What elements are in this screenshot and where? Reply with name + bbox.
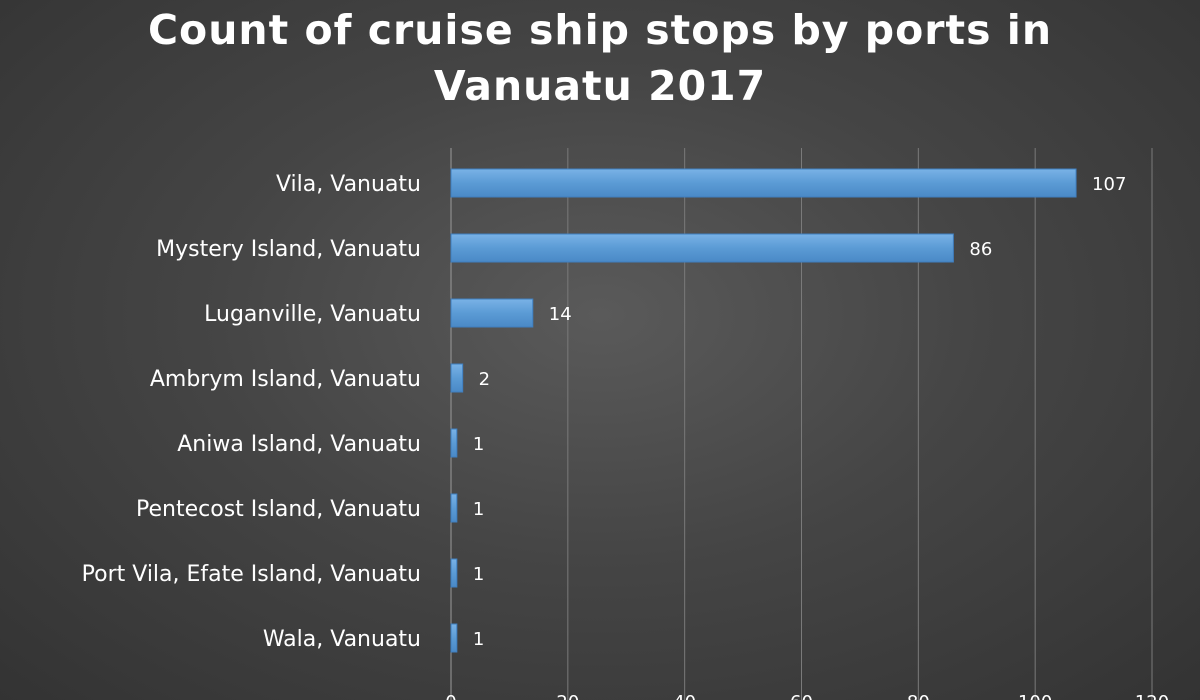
x-tick-label-100: 100	[1018, 692, 1052, 700]
category-label-1: Mystery Island, Vanuatu	[156, 237, 421, 262]
chart-title-line-1: Count of cruise ship stops by ports in	[147, 6, 1053, 54]
bar-1	[450, 233, 954, 263]
bar-5	[450, 493, 458, 523]
x-tick-label-80: 80	[907, 692, 930, 700]
x-tick-label-20: 20	[556, 692, 579, 700]
x-tick-label-120: 120	[1135, 692, 1169, 700]
category-label-6: Port Vila, Efate Island, Vanuatu	[82, 562, 421, 587]
bar-0	[450, 168, 1077, 198]
bar-7	[450, 623, 458, 653]
category-label-7: Wala, Vanuatu	[263, 627, 421, 652]
bar-4	[450, 428, 458, 458]
chart-title-line-2: Vanuatu 2017	[433, 62, 767, 110]
value-label-6: 1	[473, 564, 484, 585]
value-label-2: 14	[549, 304, 572, 325]
x-tick-label-0: 0	[445, 692, 456, 700]
value-label-7: 1	[473, 629, 484, 650]
bar-3	[450, 363, 464, 393]
value-label-3: 2	[479, 369, 490, 390]
value-label-5: 1	[473, 499, 484, 520]
category-label-5: Pentecost Island, Vanuatu	[136, 497, 421, 522]
x-tick-label-60: 60	[790, 692, 813, 700]
value-label-0: 107	[1092, 174, 1126, 195]
bar-6	[450, 558, 458, 588]
chart-title: Count of cruise ship stops by ports in V…	[0, 2, 1200, 114]
value-label-1: 86	[969, 239, 992, 260]
bar-2	[450, 298, 534, 328]
category-label-2: Luganville, Vanuatu	[204, 302, 421, 327]
category-label-4: Aniwa Island, Vanuatu	[177, 432, 421, 457]
category-label-3: Ambrym Island, Vanuatu	[150, 367, 421, 392]
category-label-0: Vila, Vanuatu	[276, 172, 421, 197]
x-tick-label-40: 40	[673, 692, 696, 700]
value-label-4: 1	[473, 434, 484, 455]
